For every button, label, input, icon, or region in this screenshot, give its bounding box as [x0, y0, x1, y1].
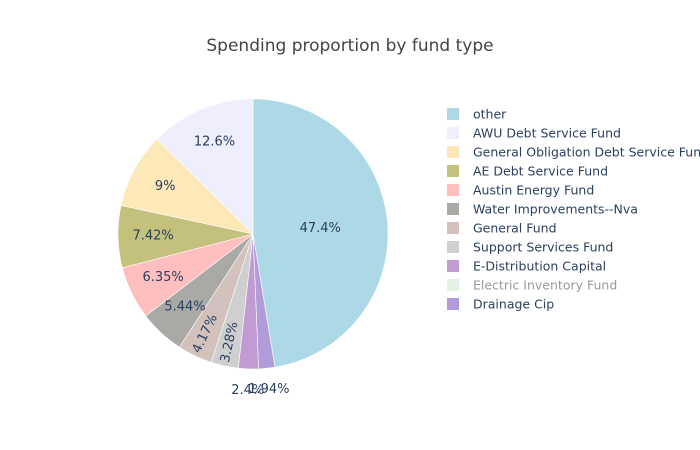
legend-label: Water Improvements--Nva — [473, 202, 638, 217]
legend-swatch — [447, 146, 459, 158]
slice-label-awu-debt-service-fund: 12.6% — [194, 134, 235, 149]
legend-label: other — [473, 107, 507, 122]
legend-label: Austin Energy Fund — [473, 183, 594, 198]
chart-title: Spending proportion by fund type — [206, 36, 493, 56]
pie-slices — [117, 98, 389, 370]
legend-label: AE Debt Service Fund — [473, 164, 608, 179]
legend-label: Support Services Fund — [473, 240, 613, 255]
legend-label: General Obligation Debt Service Fund — [473, 145, 700, 160]
legend-label: AWU Debt Service Fund — [473, 126, 621, 141]
legend-item-drainage-cip[interactable]: Drainage Cip — [447, 297, 554, 312]
slice-label-water-improvements-nva: 5.44% — [164, 300, 205, 315]
legend-label: Electric Inventory Fund — [473, 278, 617, 293]
pie-slice-awu-debt-service-fund — [156, 98, 254, 235]
legend-swatch — [447, 184, 459, 196]
legend-item-general-fund[interactable]: General Fund — [447, 221, 557, 236]
legend-swatch — [447, 222, 459, 234]
legend-item-other[interactable]: other — [447, 107, 507, 122]
legend-item-electric-inventory-fund[interactable]: Electric Inventory Fund — [447, 278, 617, 293]
slice-label-drainage-cip: 1.94% — [248, 382, 289, 397]
legend-item-ae-debt-service-fund[interactable]: AE Debt Service Fund — [447, 164, 608, 179]
legend-item-awu-debt-service-fund[interactable]: AWU Debt Service Fund — [447, 126, 621, 141]
legend-item-e-distribution-capital[interactable]: E-Distribution Capital — [447, 259, 606, 274]
pie-slice-other — [252, 98, 389, 368]
slice-label-general-obligation-debt-service-fund: 9% — [155, 179, 176, 194]
slice-label-austin-energy-fund: 6.35% — [142, 270, 183, 285]
legend-swatch — [447, 203, 459, 215]
slice-label-ae-debt-service-fund: 7.42% — [132, 228, 173, 243]
legend-item-general-obligation-debt-service-fund[interactable]: General Obligation Debt Service Fund — [447, 145, 700, 160]
legend-item-water-improvements-nva[interactable]: Water Improvements--Nva — [447, 202, 638, 217]
slice-label-e-distribution-capital: 2.4% — [231, 383, 264, 398]
legend-swatch — [447, 127, 459, 139]
legend-item-support-services-fund[interactable]: Support Services Fund — [447, 240, 613, 255]
legend-item-austin-energy-fund[interactable]: Austin Energy Fund — [447, 183, 594, 198]
legend-label: E-Distribution Capital — [473, 259, 606, 274]
legend-swatch — [447, 260, 459, 272]
legend-swatch — [447, 298, 459, 310]
slice-label-other: 47.4% — [300, 221, 341, 236]
legend-swatch — [447, 108, 459, 120]
legend-swatch — [447, 165, 459, 177]
legend: other AWU Debt Service Fund General Obliga… — [447, 107, 700, 312]
legend-label: General Fund — [473, 221, 557, 236]
legend-swatch — [447, 279, 459, 291]
legend-label: Drainage Cip — [473, 297, 554, 312]
legend-swatch — [447, 241, 459, 253]
